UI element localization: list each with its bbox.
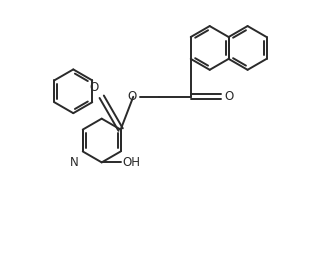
Text: N: N [70,156,79,169]
Text: OH: OH [122,156,140,169]
Text: O: O [224,90,233,103]
Text: O: O [90,81,99,94]
Text: O: O [128,90,137,103]
